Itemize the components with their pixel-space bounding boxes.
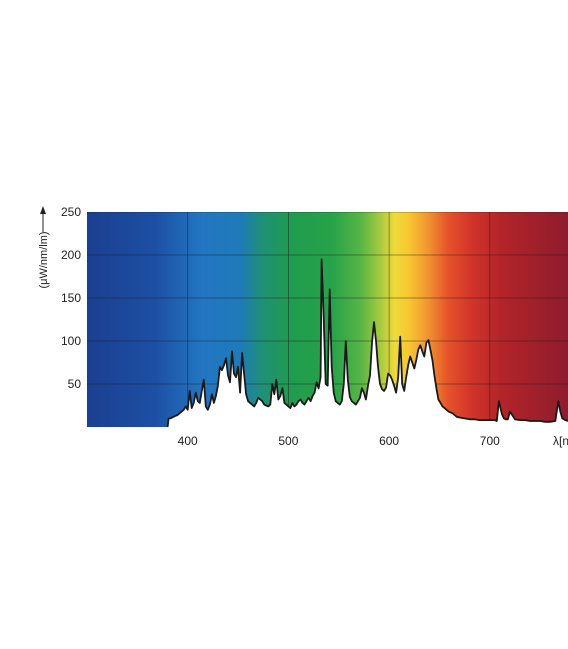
x-tick-label-400: 400 [178,434,198,448]
y-tick-label-250: 250 [61,205,81,219]
y-tick-label-100: 100 [61,334,81,348]
y-axis-title: (μW/nm/lm) [38,206,50,289]
x-axis-label: λ[nm] [553,434,568,448]
spectrum-line [166,258,568,427]
y-axis: 50 100 150 200 250 [61,205,81,391]
y-tick-label-200: 200 [61,248,81,262]
x-tick-label-500: 500 [278,434,298,448]
x-tick-label-700: 700 [480,434,500,448]
y-tick-label-150: 150 [61,291,81,305]
x-tick-label-600: 600 [379,434,399,448]
y-axis-arrow-head-icon [40,206,46,214]
plot-area [87,212,568,427]
grid [87,212,568,427]
y-axis-label: (μW/nm/lm) [38,231,50,288]
x-axis: 400 500 600 700 [178,434,500,448]
y-tick-label-50: 50 [68,377,82,391]
